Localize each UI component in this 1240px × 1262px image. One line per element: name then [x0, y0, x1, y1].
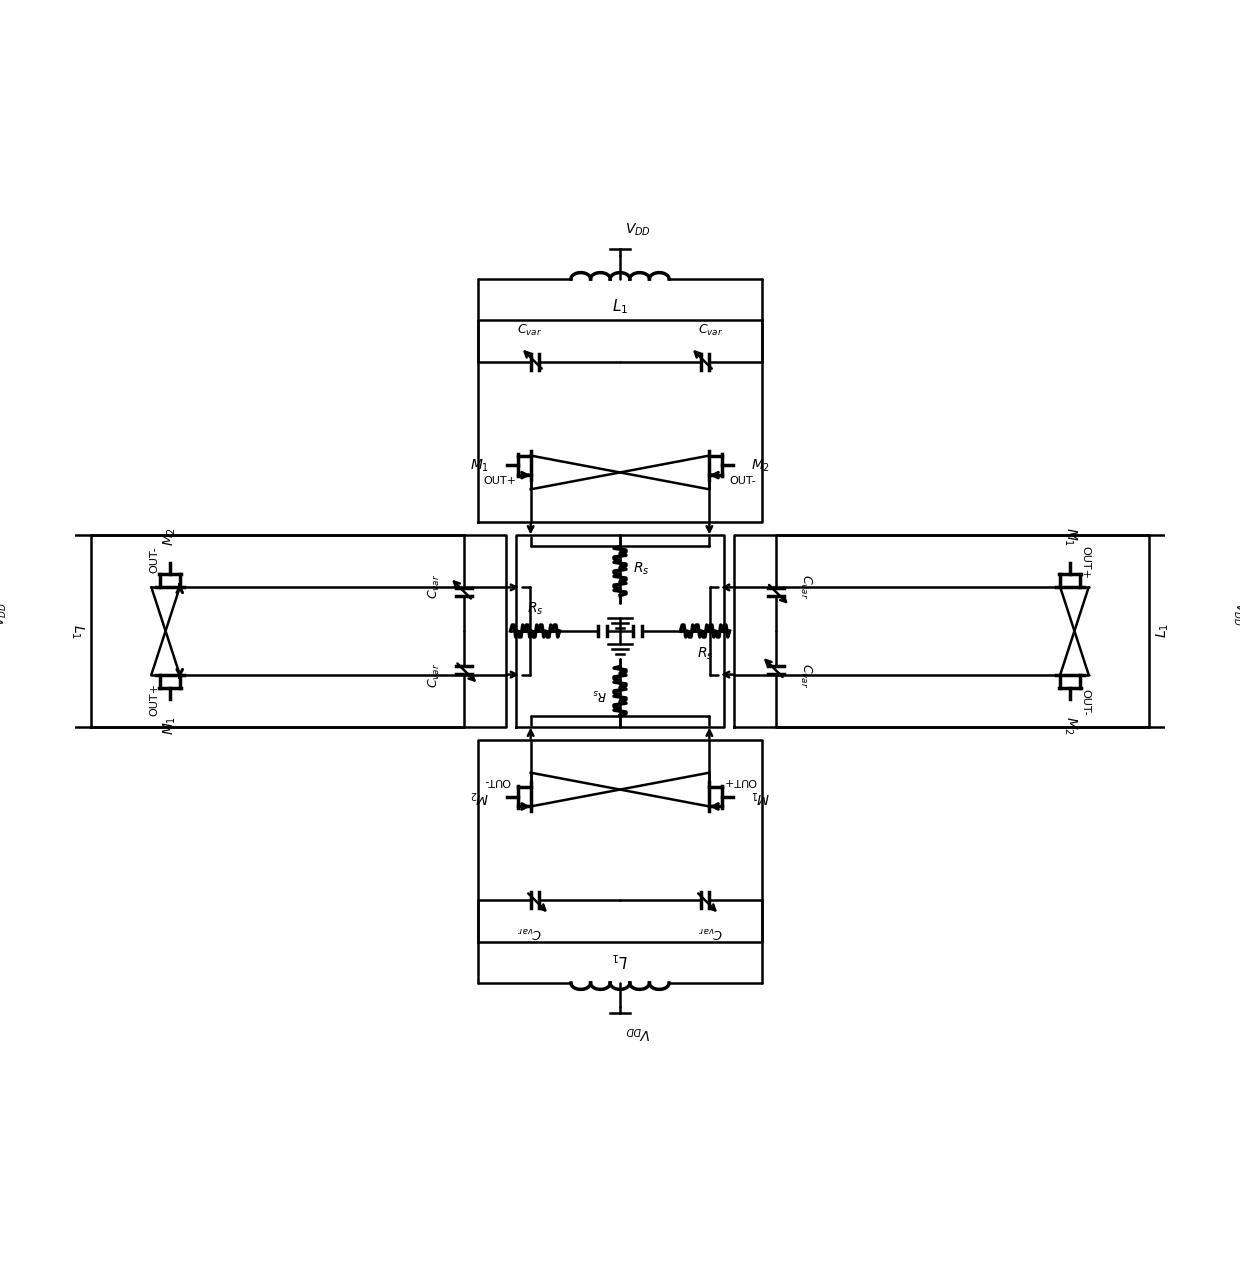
- Text: $M_1$: $M_1$: [161, 716, 179, 736]
- Text: $C_{var}$: $C_{var}$: [517, 323, 542, 338]
- Text: $V_{DD}$: $V_{DD}$: [625, 221, 651, 237]
- Text: $C_{var}$: $C_{var}$: [698, 924, 723, 939]
- Text: $V_{DD}$: $V_{DD}$: [1231, 602, 1240, 626]
- Text: $M_2$: $M_2$: [161, 526, 179, 546]
- Text: $R_s$: $R_s$: [527, 601, 543, 617]
- Text: $R_s$: $R_s$: [591, 685, 606, 700]
- Text: $C_{var}$: $C_{var}$: [698, 323, 723, 338]
- Text: OUT+: OUT+: [723, 776, 756, 786]
- Text: $C_{var}$: $C_{var}$: [797, 663, 812, 688]
- Text: OUT+: OUT+: [484, 476, 517, 486]
- Text: $C_{var}$: $C_{var}$: [797, 574, 812, 599]
- Text: $M_1$: $M_1$: [750, 789, 770, 805]
- Text: OUT+: OUT+: [149, 683, 159, 716]
- Text: OUT-: OUT-: [484, 776, 511, 786]
- Text: $L_1$: $L_1$: [611, 950, 629, 969]
- Text: $C_{var}$: $C_{var}$: [428, 574, 443, 599]
- Text: $M_2$: $M_2$: [1061, 716, 1079, 736]
- Text: $R_s$: $R_s$: [697, 645, 713, 661]
- Text: $C_{var}$: $C_{var}$: [428, 663, 443, 688]
- Text: $V_{DD}$: $V_{DD}$: [625, 1025, 651, 1041]
- Text: $V_{DD}$: $V_{DD}$: [0, 602, 9, 626]
- Text: $M_1$: $M_1$: [470, 457, 490, 473]
- Text: OUT-: OUT-: [1081, 689, 1091, 716]
- Text: OUT-: OUT-: [149, 546, 159, 573]
- Text: $M_2$: $M_2$: [470, 789, 490, 805]
- Text: $M_1$: $M_1$: [1061, 526, 1079, 546]
- Text: OUT-: OUT-: [729, 476, 756, 486]
- Text: $L_1$: $L_1$: [611, 298, 629, 317]
- Text: $C_{var}$: $C_{var}$: [517, 924, 542, 939]
- Text: $L_1$: $L_1$: [68, 623, 86, 639]
- Text: $M_2$: $M_2$: [750, 457, 770, 473]
- Text: $R_s$: $R_s$: [634, 560, 650, 577]
- Text: $L_1$: $L_1$: [1154, 623, 1172, 639]
- Text: OUT+: OUT+: [1081, 546, 1091, 579]
